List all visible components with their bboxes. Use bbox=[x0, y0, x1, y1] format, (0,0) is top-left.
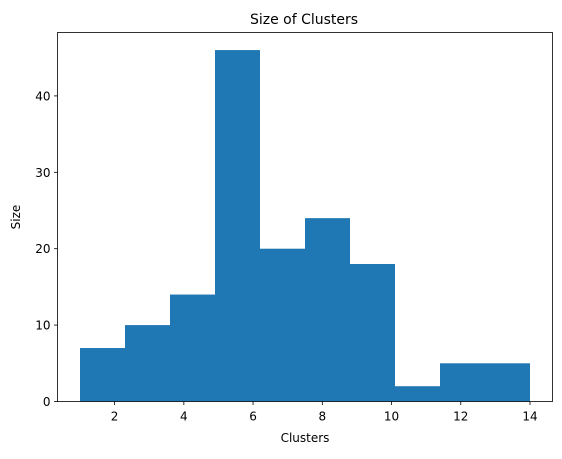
y-tick-label: 30 bbox=[35, 166, 50, 180]
histogram-bar bbox=[305, 218, 350, 402]
y-axis-label: Size bbox=[9, 205, 23, 230]
x-tick-label: 14 bbox=[522, 410, 537, 424]
histogram-bar bbox=[125, 325, 170, 402]
histogram-bar bbox=[440, 363, 485, 402]
x-tick-label: 12 bbox=[453, 410, 468, 424]
plot-frame bbox=[57, 32, 553, 402]
y-tick-label: 10 bbox=[35, 319, 50, 333]
x-tick-label: 8 bbox=[318, 410, 326, 424]
histogram-bar bbox=[350, 263, 395, 402]
histogram-bar bbox=[170, 294, 215, 402]
y-axis-ticks: 0 10 20 30 40 bbox=[35, 89, 58, 409]
x-tick-label: 4 bbox=[180, 410, 188, 424]
histogram-bar bbox=[260, 248, 305, 402]
chart-title: Size of Clusters bbox=[250, 12, 358, 28]
x-tick-label: 6 bbox=[249, 410, 257, 424]
y-tick-label: 20 bbox=[35, 242, 50, 256]
x-axis-label: Clusters bbox=[281, 431, 330, 445]
x-axis-ticks: 2 4 6 8 10 12 14 bbox=[111, 401, 538, 424]
histogram-bar bbox=[395, 386, 440, 402]
y-tick-label: 0 bbox=[43, 395, 51, 409]
histogram-bar bbox=[80, 348, 125, 402]
histogram-bar bbox=[215, 50, 260, 402]
y-tick-label: 40 bbox=[35, 89, 50, 103]
x-tick-label: 10 bbox=[384, 410, 399, 424]
histogram-bar bbox=[485, 363, 530, 402]
x-tick-label: 2 bbox=[111, 410, 119, 424]
bars-layer bbox=[80, 50, 530, 402]
